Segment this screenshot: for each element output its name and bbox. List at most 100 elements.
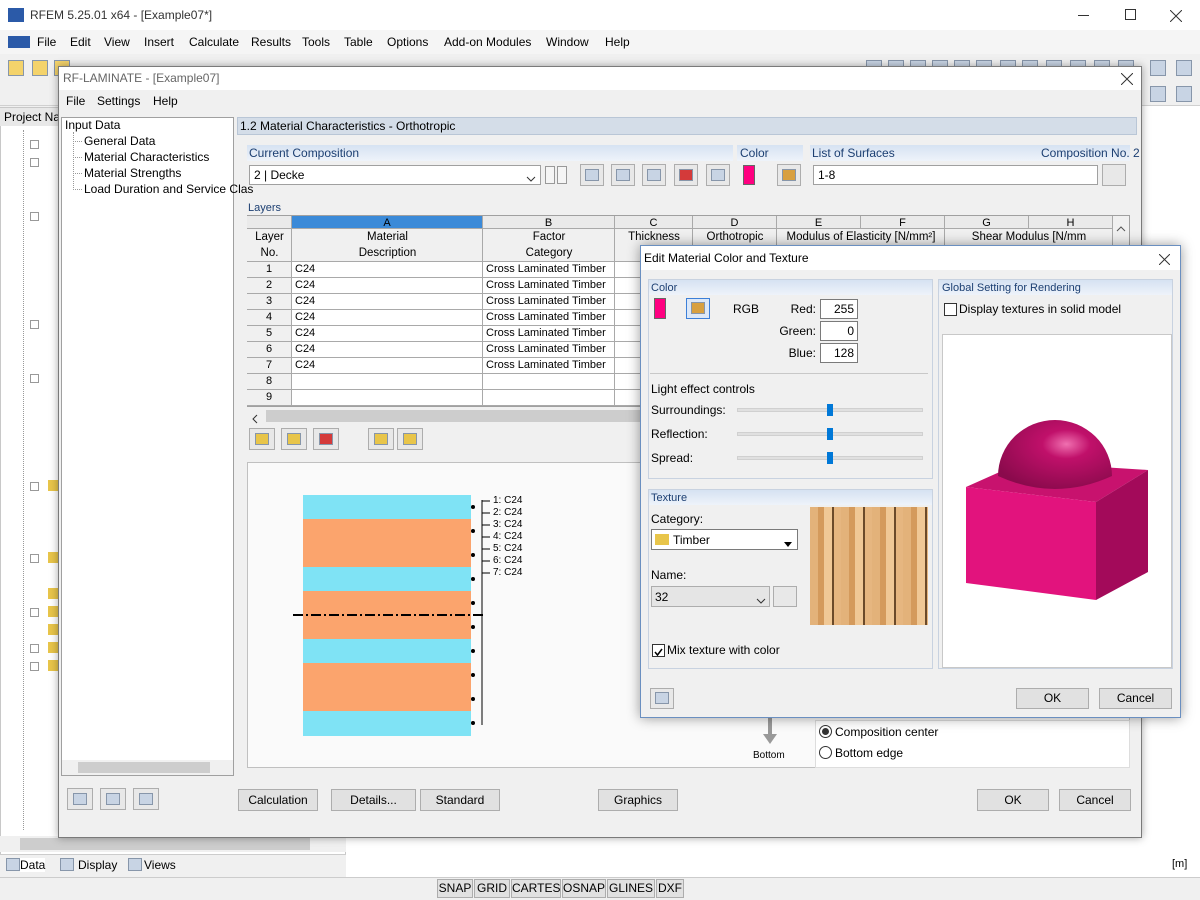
- display-textures-label[interactable]: Display textures in solid model: [959, 302, 1122, 316]
- table-cell[interactable]: C24: [292, 342, 483, 358]
- icon[interactable]: [106, 793, 120, 805]
- module-button[interactable]: Details...: [331, 789, 416, 811]
- radio[interactable]: [819, 746, 832, 759]
- color-swatch[interactable]: [743, 165, 755, 185]
- status-button[interactable]: GLINES: [607, 879, 655, 898]
- table-cell[interactable]: C24: [292, 358, 483, 374]
- tree-item[interactable]: General Data: [84, 134, 156, 148]
- status-button[interactable]: GRID: [474, 879, 510, 898]
- column-letter[interactable]: H: [1029, 216, 1113, 229]
- table-cell[interactable]: C24: [292, 326, 483, 342]
- table-cell[interactable]: [292, 390, 483, 406]
- dialog-button[interactable]: Cancel: [1099, 688, 1172, 709]
- table-cell[interactable]: [292, 374, 483, 390]
- module-button[interactable]: OK: [977, 789, 1049, 811]
- pick-button[interactable]: [1102, 164, 1126, 186]
- composition-combo[interactable]: [249, 165, 541, 185]
- category-combo[interactable]: [651, 529, 798, 550]
- icon[interactable]: [403, 433, 417, 445]
- tree-item[interactable]: Load Duration and Service Clas: [84, 182, 254, 196]
- status-button[interactable]: OSNAP: [562, 879, 606, 898]
- menu-item[interactable]: File: [37, 35, 57, 49]
- library-button[interactable]: [773, 586, 797, 607]
- menu-item[interactable]: View: [104, 35, 130, 49]
- icon[interactable]: [616, 169, 630, 181]
- tree-expander[interactable]: [30, 374, 39, 383]
- checkbox[interactable]: [944, 303, 957, 316]
- tab-icon[interactable]: [128, 858, 142, 871]
- surfaces-input[interactable]: [813, 165, 1098, 185]
- status-button[interactable]: SNAP: [437, 879, 473, 898]
- slider-thumb[interactable]: [827, 404, 833, 416]
- table-cell[interactable]: Cross Laminated Timber: [483, 262, 615, 278]
- column-letter[interactable]: C: [615, 216, 693, 229]
- column-letter[interactable]: F: [861, 216, 945, 229]
- table-hscroll-thumb[interactable]: [266, 410, 646, 422]
- checkbox[interactable]: [652, 644, 665, 657]
- table-cell[interactable]: Cross Laminated Timber: [483, 358, 615, 374]
- module-menu-item[interactable]: File: [66, 94, 86, 108]
- tree-expander[interactable]: [30, 158, 39, 167]
- table-cell[interactable]: Cross Laminated Timber: [483, 342, 615, 358]
- tree-expander[interactable]: [30, 554, 39, 563]
- module-button[interactable]: Calculation: [238, 789, 318, 811]
- menu-item[interactable]: Calculate: [189, 35, 240, 49]
- menu-item[interactable]: Table: [344, 35, 373, 49]
- table-cell[interactable]: Cross Laminated Timber: [483, 326, 615, 342]
- menu-item[interactable]: Edit: [70, 35, 91, 49]
- dialog-swatch[interactable]: [654, 298, 666, 319]
- icon[interactable]: [1150, 60, 1166, 76]
- column-letter[interactable]: D: [693, 216, 777, 229]
- icon[interactable]: [655, 692, 669, 704]
- panel-tab[interactable]: Views: [144, 858, 176, 872]
- menu-item[interactable]: Window: [546, 35, 589, 49]
- tree-expander[interactable]: [30, 320, 39, 329]
- module-button[interactable]: Graphics: [598, 789, 678, 811]
- menu-item[interactable]: Help: [605, 35, 630, 49]
- table-cell[interactable]: C24: [292, 294, 483, 310]
- table-cell[interactable]: [483, 374, 615, 390]
- channel-input[interactable]: 128: [820, 343, 858, 363]
- reference-option[interactable]: Composition center: [835, 725, 939, 739]
- column-letter[interactable]: G: [945, 216, 1029, 229]
- module-button[interactable]: Cancel: [1059, 789, 1131, 811]
- icon[interactable]: [711, 169, 725, 181]
- column-letter[interactable]: A: [292, 216, 483, 229]
- channel-input[interactable]: 0: [820, 321, 858, 341]
- table-cell[interactable]: Cross Laminated Timber: [483, 310, 615, 326]
- tree-expander[interactable]: [30, 140, 39, 149]
- slider-thumb[interactable]: [827, 452, 833, 464]
- tab-icon[interactable]: [6, 858, 20, 871]
- icon[interactable]: [73, 793, 87, 805]
- menu-item[interactable]: Insert: [144, 35, 175, 49]
- menu-item[interactable]: Add-on Modules: [444, 35, 532, 49]
- icon[interactable]: [32, 60, 48, 76]
- icon[interactable]: [585, 169, 599, 181]
- status-button[interactable]: CARTES: [511, 879, 561, 898]
- navigator-scroll-thumb[interactable]: [78, 762, 210, 773]
- icon[interactable]: [679, 169, 693, 181]
- icon[interactable]: [1176, 60, 1192, 76]
- table-cell[interactable]: [483, 390, 615, 406]
- table-cell[interactable]: Cross Laminated Timber: [483, 278, 615, 294]
- table-cell[interactable]: C24: [292, 262, 483, 278]
- minimize[interactable]: [1078, 15, 1089, 16]
- icon[interactable]: [1176, 86, 1192, 102]
- tree-expander[interactable]: [30, 212, 39, 221]
- tree-item[interactable]: Material Characteristics: [84, 150, 210, 164]
- tree-item[interactable]: Material Strengths: [84, 166, 182, 180]
- status-button[interactable]: DXF: [656, 879, 684, 898]
- icon[interactable]: [255, 433, 269, 445]
- module-menu-item[interactable]: Help: [153, 94, 178, 108]
- dialog-button[interactable]: OK: [1016, 688, 1089, 709]
- menu-item[interactable]: Options: [387, 35, 429, 49]
- module-button[interactable]: Standard: [420, 789, 500, 811]
- tab-icon[interactable]: [60, 858, 74, 871]
- icon[interactable]: [319, 433, 333, 445]
- icon[interactable]: [1150, 86, 1166, 102]
- panel-tab[interactable]: Data: [20, 858, 46, 872]
- panel-tab[interactable]: Display: [78, 858, 118, 872]
- column-letter[interactable]: B: [483, 216, 615, 229]
- maximize[interactable]: [1125, 9, 1136, 20]
- icon[interactable]: [374, 433, 388, 445]
